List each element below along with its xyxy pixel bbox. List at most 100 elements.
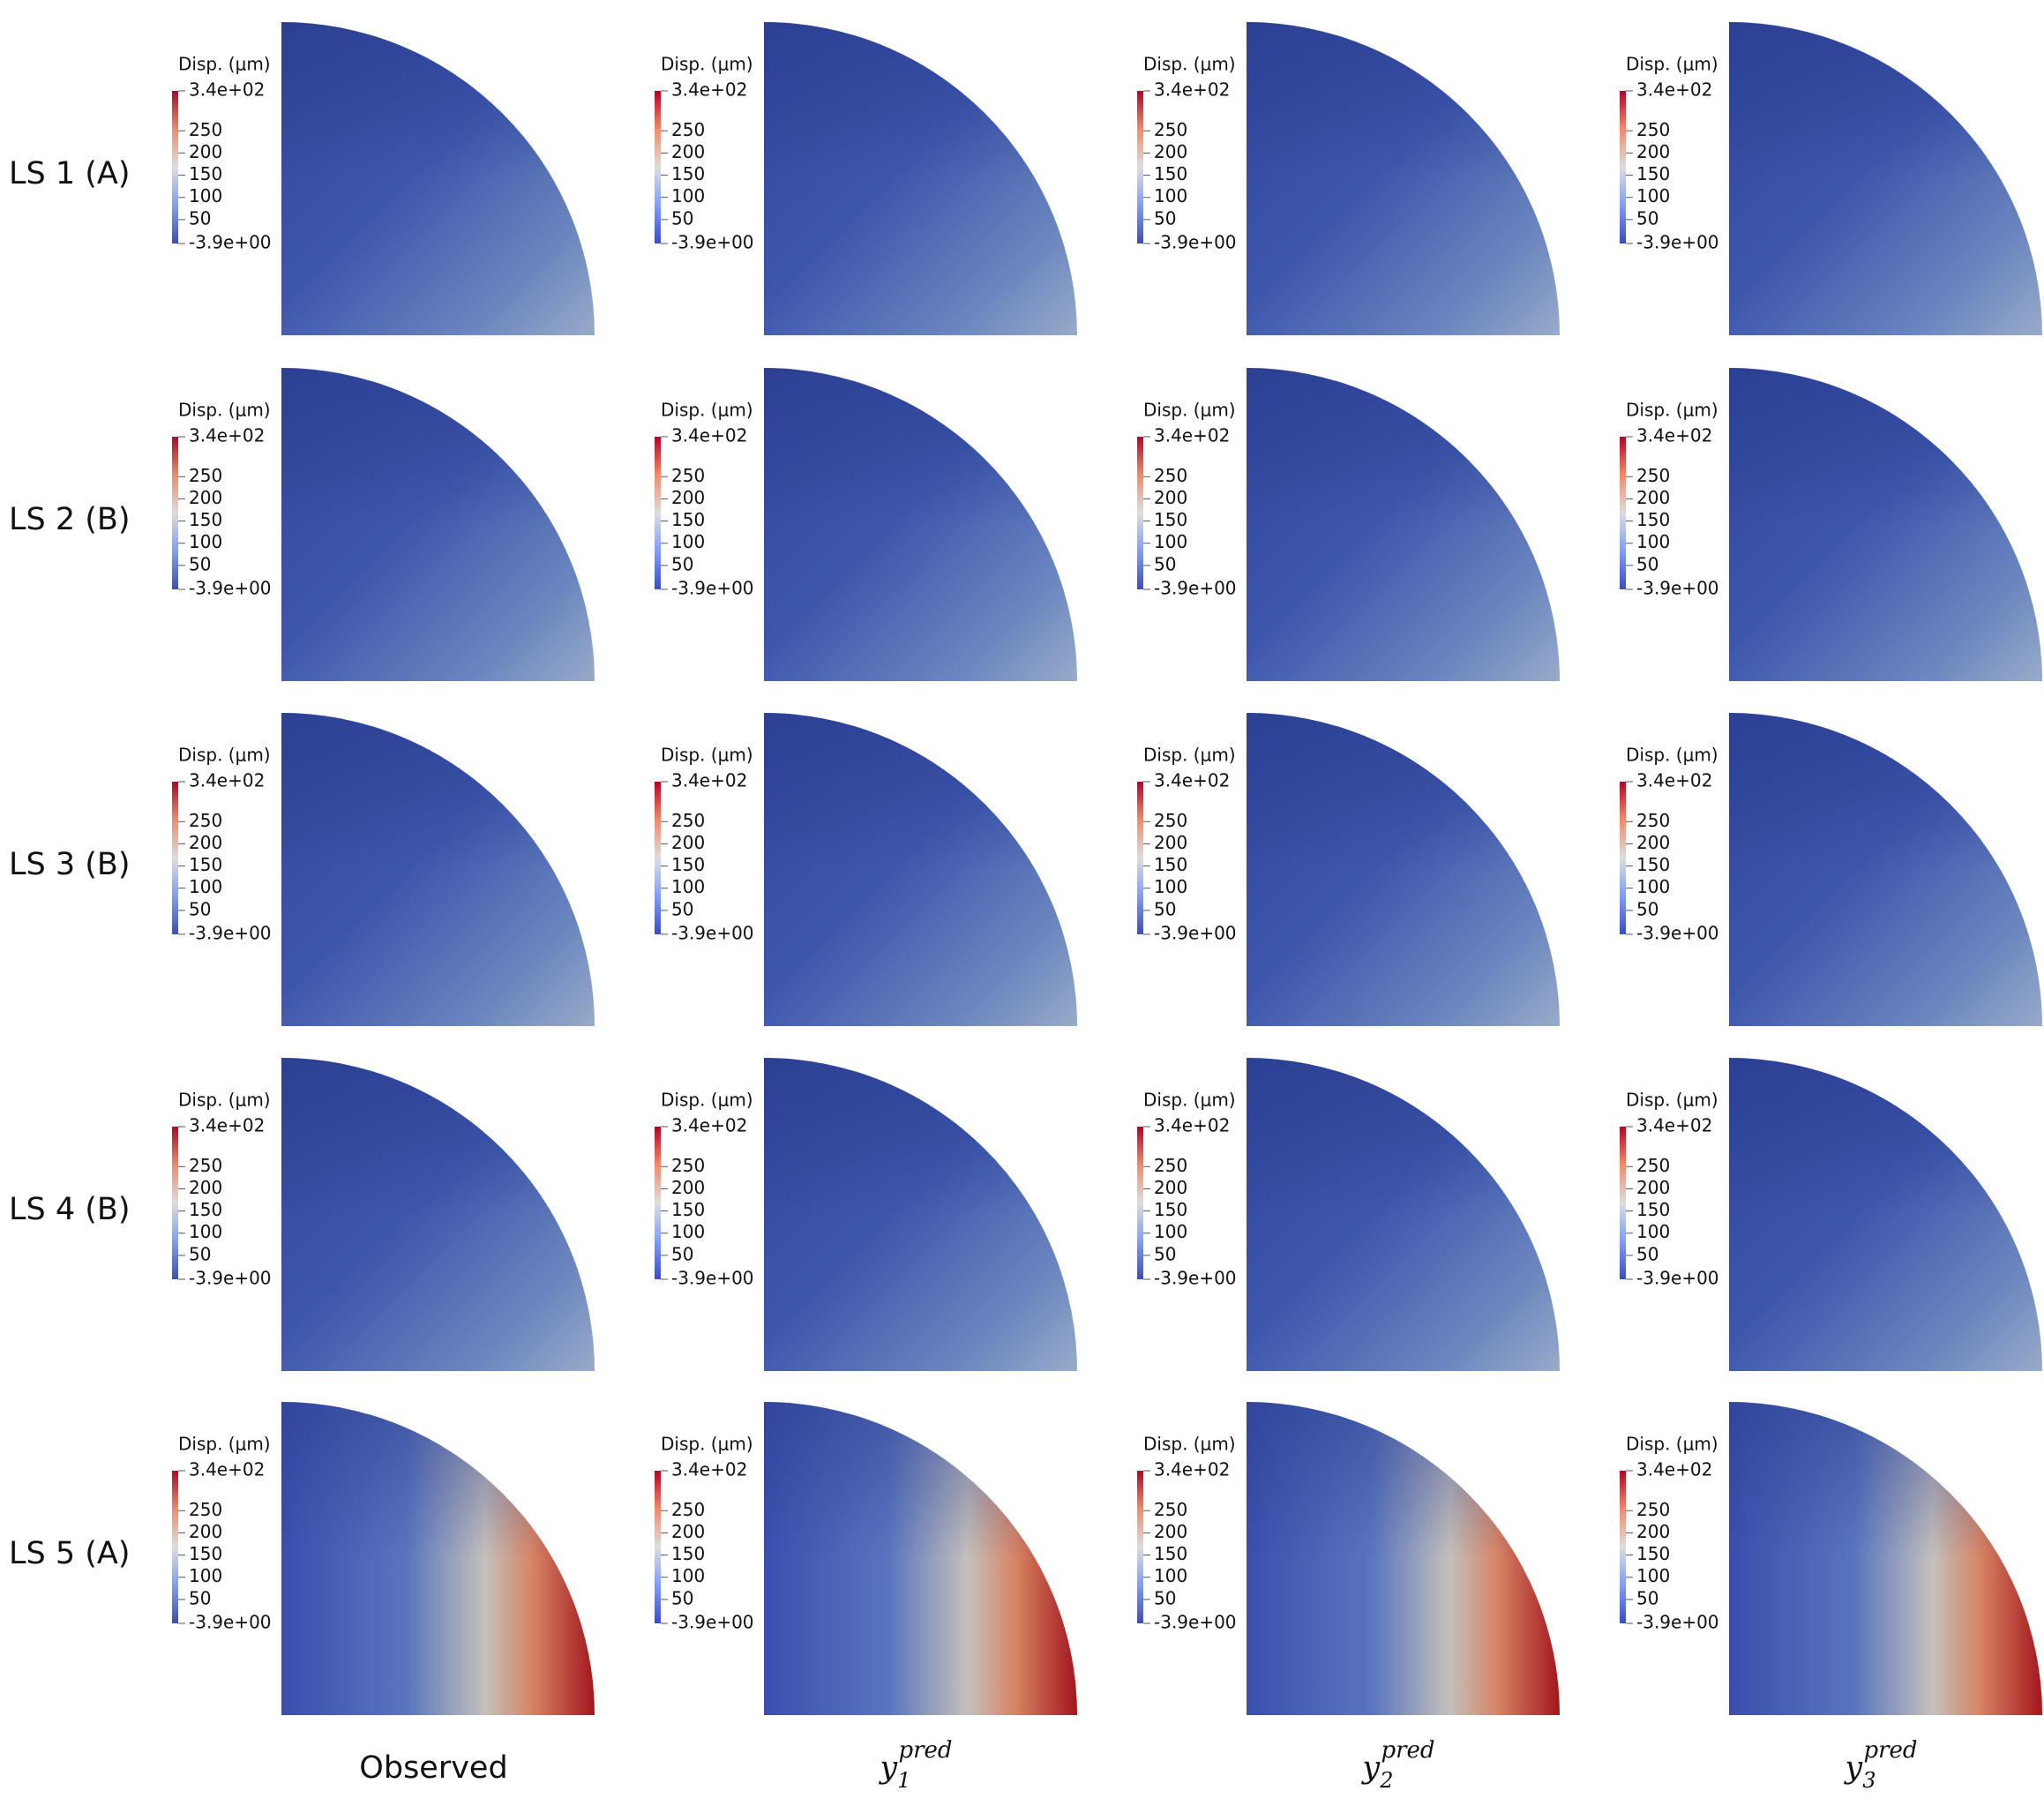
colorbar <box>1137 1127 1143 1279</box>
colorbar-title: Disp. (μm) <box>1143 54 1236 75</box>
colorbar-tick-label: 150 <box>189 1543 222 1564</box>
colorbar-tick-label: 3.4e+02 <box>189 1115 265 1136</box>
colorbar-tick-label: 250 <box>671 465 705 486</box>
column-label: y2 pred <box>1360 1737 1434 1793</box>
colorbar-tick-label: 150 <box>671 1199 705 1220</box>
colorbar-tick-label: 200 <box>671 1521 705 1542</box>
colorbar-tick-label: 150 <box>189 1199 222 1220</box>
field-shade <box>764 368 1077 681</box>
colorbar-title: Disp. (μm) <box>661 1090 753 1111</box>
colorbar-title: Disp. (μm) <box>1626 400 1718 421</box>
colorbar-tick-label: 3.4e+02 <box>671 1115 747 1136</box>
field-shade <box>1247 1058 1560 1371</box>
colorbar-tick-label: 50 <box>189 1243 211 1264</box>
colorbar-tick-label: 150 <box>1154 163 1187 184</box>
colorbar-tick-label: 200 <box>189 141 222 162</box>
colorbar-tick-label: 3.4e+02 <box>671 425 747 446</box>
colorbar-tick-label: 3.4e+02 <box>671 1459 747 1480</box>
colorbar <box>172 782 178 934</box>
colorbar-tick-label: 200 <box>1636 487 1670 508</box>
colorbar-tick-label: 250 <box>1154 810 1187 831</box>
field-shade <box>1729 1402 2042 1715</box>
column-label: y1 pred <box>878 1737 952 1793</box>
colorbar-tick-label: 250 <box>671 1499 705 1520</box>
colorbar-tick-label: 100 <box>1636 531 1670 552</box>
colorbar <box>1137 782 1143 934</box>
column-label: Observed <box>359 1750 507 1786</box>
field-shade <box>281 1402 595 1715</box>
colorbar-tick-label: 50 <box>1154 553 1176 574</box>
colorbar-title: Disp. (μm) <box>178 54 271 75</box>
colorbar-tick-label: 3.4e+02 <box>1636 79 1712 101</box>
colorbar-tick-label: 3.4e+02 <box>189 425 265 446</box>
subscript: 1 <box>897 1768 910 1793</box>
field-shade <box>1247 368 1560 681</box>
colorbar-tick-label: 50 <box>1636 898 1658 919</box>
colorbar-tick-label: 3.4e+02 <box>1636 1115 1712 1136</box>
colorbar-tick-label: 150 <box>671 509 705 530</box>
colorbar-tick-label: -3.9e+00 <box>189 1612 272 1633</box>
subscript: 2 <box>1379 1768 1393 1793</box>
colorbar-tick-label: -3.9e+00 <box>671 578 754 599</box>
colorbar-tick-label: 50 <box>671 1587 693 1608</box>
superscript: pred <box>898 1737 952 1764</box>
colorbar-tick-label: 3.4e+02 <box>189 79 265 101</box>
row-label: LS 3 (B) <box>9 847 131 882</box>
colorbar-title: Disp. (μm) <box>1143 400 1236 421</box>
superscript: pred <box>1381 1737 1434 1764</box>
colorbar <box>655 1471 661 1623</box>
colorbar-tick-label: 250 <box>1636 1499 1670 1520</box>
colorbar-tick-label: 200 <box>189 487 222 508</box>
colorbar-tick-label: 100 <box>671 185 705 206</box>
colorbar-tick-label: 50 <box>1154 1587 1176 1608</box>
colorbar-tick-label: 150 <box>671 1543 705 1564</box>
colorbar-tick-label: -3.9e+00 <box>671 923 754 944</box>
colorbar-tick-label: 50 <box>189 1587 211 1608</box>
colorbar-tick-label: 100 <box>671 531 705 552</box>
colorbar-tick-label: 3.4e+02 <box>189 770 265 791</box>
colorbar-tick-label: -3.9e+00 <box>1154 232 1237 253</box>
field-shade <box>1729 713 2042 1026</box>
colorbar-tick-label: 250 <box>671 1155 705 1176</box>
colorbar <box>1620 782 1626 934</box>
field-shade <box>281 368 595 681</box>
field-shade <box>764 1402 1077 1715</box>
colorbar-tick-label: 200 <box>1154 1177 1187 1198</box>
colorbar <box>655 91 661 244</box>
field-shade <box>1247 713 1560 1026</box>
colorbar-tick-label: -3.9e+00 <box>189 232 272 253</box>
colorbar-tick-label: -3.9e+00 <box>1154 923 1237 944</box>
colorbar-tick-label: 100 <box>1154 1221 1187 1242</box>
field-shade <box>1729 22 2042 335</box>
row-label: LS 5 (A) <box>9 1536 131 1571</box>
colorbar-tick-label: 100 <box>1636 1565 1670 1586</box>
colorbar <box>1620 1127 1626 1279</box>
colorbar-tick-label: 100 <box>189 1221 222 1242</box>
colorbar-tick-label: 200 <box>1636 1521 1670 1542</box>
colorbar-tick-label: -3.9e+00 <box>671 232 754 253</box>
colorbar-tick-label: 200 <box>671 832 705 853</box>
field-shade <box>1729 368 2042 681</box>
colorbar-tick-label: 100 <box>671 1221 705 1242</box>
colorbar-tick-label: 50 <box>1636 207 1658 229</box>
colorbar-tick-label: -3.9e+00 <box>1154 1268 1237 1289</box>
field-shade <box>281 1058 595 1371</box>
colorbar-tick-label: 150 <box>1154 1543 1187 1564</box>
colorbar-tick-label: 100 <box>671 1565 705 1586</box>
field-shade <box>1247 22 1560 335</box>
symbol: y <box>878 1750 898 1786</box>
colorbar <box>1620 1471 1626 1623</box>
colorbar <box>172 437 178 589</box>
colorbar-tick-label: 3.4e+02 <box>1636 1459 1712 1480</box>
colorbar <box>1137 437 1143 589</box>
symbol: y <box>1360 1750 1381 1786</box>
colorbar-tick-label: 200 <box>671 487 705 508</box>
colorbar-tick-label: 200 <box>189 1521 222 1542</box>
colorbar-tick-label: 100 <box>1636 1221 1670 1242</box>
field-shade <box>764 1058 1077 1371</box>
colorbar-tick-label: 200 <box>1154 832 1187 853</box>
field-shade <box>1729 1058 2042 1371</box>
row-label: LS 2 (B) <box>9 502 131 537</box>
colorbar-tick-label: 250 <box>1154 119 1187 140</box>
